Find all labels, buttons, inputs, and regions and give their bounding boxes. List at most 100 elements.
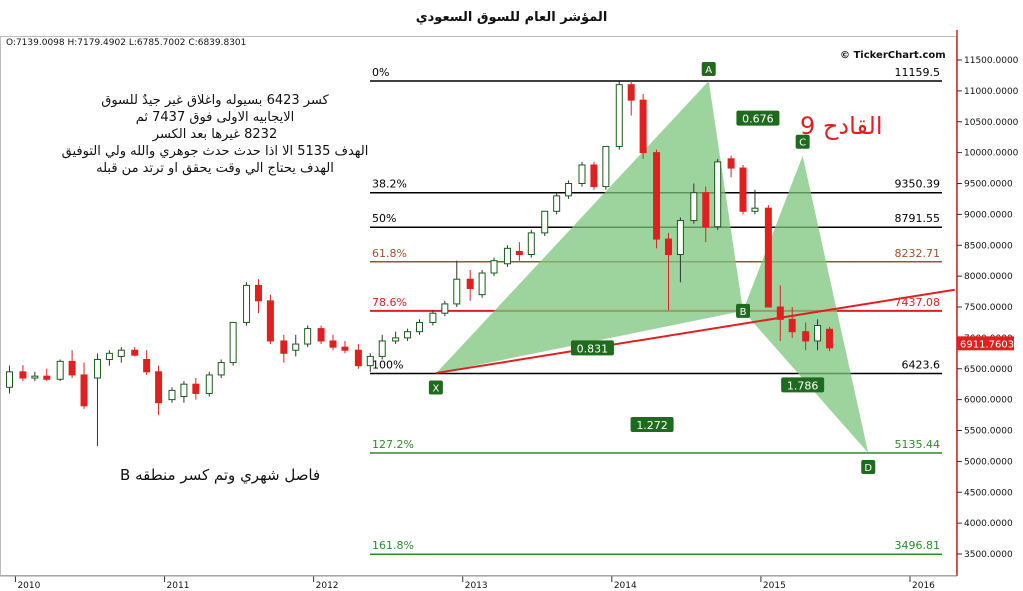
candle-body: [553, 195, 561, 212]
candle-body: [43, 375, 51, 380]
candle-body: [602, 145, 610, 188]
bottom-note: فاصل شهري وتم كسر منطقه B: [120, 466, 321, 484]
pattern-point-label: C: [799, 138, 806, 149]
candle-body: [441, 303, 449, 314]
candle-body: [676, 220, 684, 256]
candle-body: [503, 247, 511, 265]
candle-body: [541, 210, 549, 234]
candle-body: [217, 362, 225, 376]
candle-body: [453, 278, 461, 305]
candle-body: [578, 164, 586, 185]
pattern-point-box: [428, 380, 443, 395]
analysis-note: كسر 6423 بسيوله واغلاق غير جيدٌ للسوق ال…: [30, 92, 400, 177]
x-tick-label: 2016: [912, 581, 935, 591]
y-tick-label: 8000.0000: [964, 272, 1013, 282]
pattern-point-box: [795, 134, 810, 149]
pattern-point-label: A: [705, 65, 712, 76]
brand-label: © TickerChart.com: [840, 50, 946, 61]
candle-body: [105, 352, 113, 360]
x-tick-label: 2012: [316, 581, 339, 591]
candle-body: [615, 84, 623, 147]
fib-percent-label: 0%: [372, 66, 389, 79]
candle-body: [143, 358, 151, 373]
fib-value-label: 5135.44: [895, 438, 941, 451]
fib-value-label: 6423.6: [902, 358, 941, 371]
pattern-point-label: X: [432, 384, 439, 395]
candle-body: [31, 375, 39, 379]
pattern-point-label: B: [740, 307, 747, 318]
fib-percent-label: 78.6%: [372, 296, 407, 309]
x-tick-label: 2010: [17, 581, 40, 591]
candle-body: [714, 161, 722, 228]
y-tick-label: 6500.0000: [964, 365, 1013, 375]
ratio-label: 1.786: [787, 379, 819, 392]
candle-body: [366, 355, 374, 367]
candle-body: [168, 389, 176, 401]
fib-percent-label: 127.2%: [372, 438, 414, 451]
y-tick-label: 9500.0000: [964, 180, 1013, 190]
y-tick-label: 10500.0000: [964, 118, 1019, 128]
fib-percent-label: 161.8%: [372, 539, 414, 552]
y-tick-label: 11000.0000: [964, 87, 1019, 97]
ratio-label: 0.676: [742, 113, 774, 126]
y-tick-label: 4000.0000: [964, 519, 1013, 529]
y-tick-label: 9000.0000: [964, 210, 1013, 220]
candle-body: [814, 325, 822, 342]
y-tick-label: 11500.0000: [964, 56, 1019, 66]
candle-body: [292, 343, 300, 351]
candle-body: [429, 312, 437, 323]
candle-body: [627, 84, 635, 101]
fib-value-label: 11159.5: [895, 66, 941, 79]
note-line: الايجابيه الاولى فوق 7437 ثم: [135, 110, 295, 125]
candle-body: [590, 164, 598, 188]
fib-percent-label: 50%: [372, 212, 396, 225]
candle-body: [304, 328, 312, 345]
candle-body: [739, 167, 747, 212]
candle-body: [653, 152, 661, 240]
y-tick-label: 3500.0000: [964, 550, 1013, 560]
candle-body: [515, 250, 523, 256]
note-line: كسر 6423 بسيوله واغلاق غير جيدٌ للسوق: [101, 93, 329, 108]
candle-body: [751, 207, 759, 212]
candle-body: [788, 318, 796, 333]
next-trigger-label: القادح 9: [800, 112, 883, 140]
candle-body: [466, 278, 474, 289]
note-line: 8232 غيرها بعد الكسر: [152, 127, 278, 142]
fib-value-label: 9350.39: [895, 178, 941, 191]
candle-body: [280, 340, 288, 354]
pattern-triangle-xab: [435, 81, 744, 374]
candle-body: [5, 371, 13, 388]
ratio-box: [630, 416, 674, 432]
pattern-point-label: D: [864, 463, 872, 474]
candle-body: [404, 331, 412, 339]
candle-body: [478, 272, 486, 296]
candle-body: [392, 337, 400, 342]
y-tick-label: 5000.0000: [964, 457, 1013, 467]
y-tick-label: 5500.0000: [964, 427, 1013, 437]
x-tick-label: 2015: [763, 581, 786, 591]
candle-body: [317, 328, 325, 342]
candle-body: [254, 284, 262, 302]
candle-body: [56, 360, 64, 380]
pattern-triangle-bcd: [743, 155, 869, 454]
y-tick-label: 10000.0000: [964, 149, 1019, 159]
pattern-point-box: [861, 460, 876, 475]
candle-body: [229, 321, 237, 364]
x-tick-label: 2011: [167, 581, 190, 591]
fib-percent-label: 61.8%: [372, 247, 407, 260]
note-line: الهدف 5135 الا اذا حدث حدث جوهري والله و…: [61, 144, 369, 159]
candle-body: [341, 346, 349, 351]
x-tick-label: 2014: [614, 581, 637, 591]
fib-percent-label: 100%: [372, 358, 403, 371]
fib-value-label: 3496.81: [895, 539, 941, 552]
candle-body: [776, 306, 784, 320]
candle-body: [527, 232, 535, 256]
candle-body: [19, 371, 27, 379]
ohlc-readout: O:7139.0098 H:7179.4902 L:6785.7002 C:68…: [6, 38, 247, 48]
candle-body: [764, 207, 772, 308]
candle-body: [354, 349, 362, 367]
candle-body: [192, 383, 200, 394]
candle-body: [664, 238, 672, 256]
pattern-point-box: [736, 303, 751, 318]
